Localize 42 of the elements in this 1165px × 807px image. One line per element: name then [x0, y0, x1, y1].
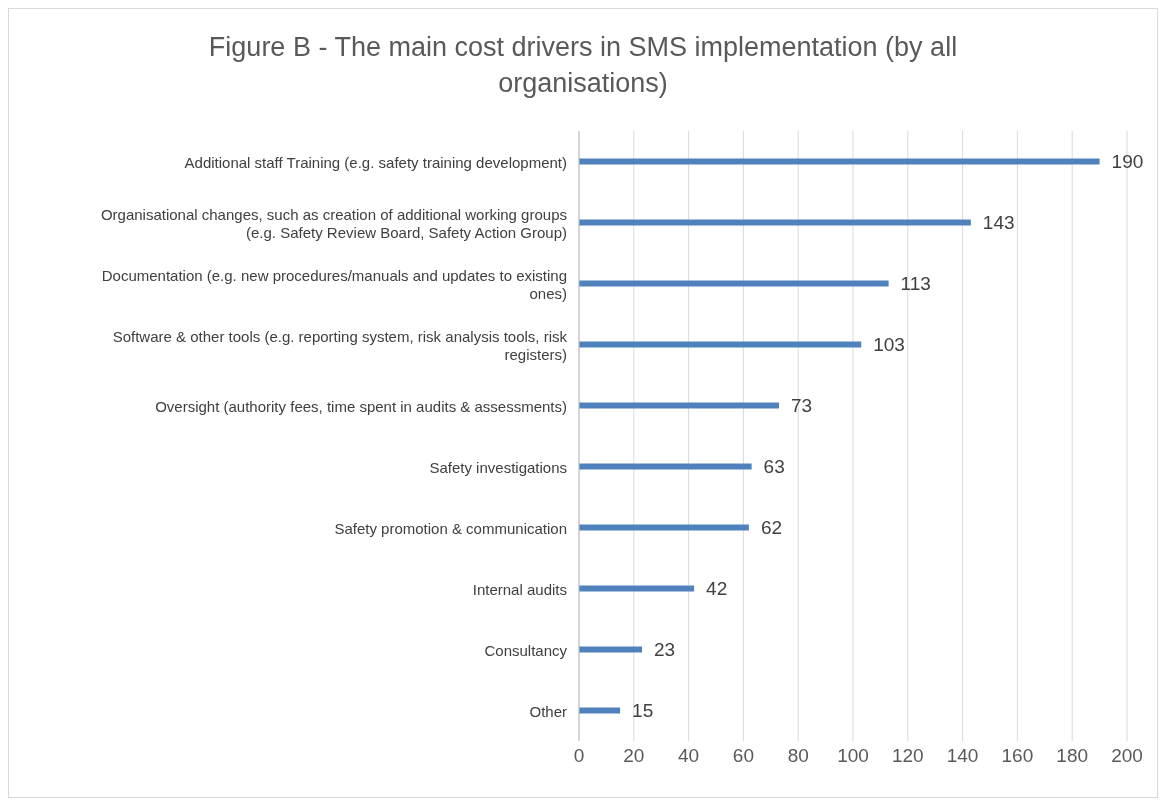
y-tick-label: Oversight (authority fees, time spent in audits & assessments)	[155, 397, 567, 414]
y-tick-label: Additional staff Training (e.g. safety training development)	[184, 153, 567, 170]
data-label: 143	[982, 212, 1015, 234]
y-tick-label: Safety promotion & communication	[334, 519, 567, 536]
y-tick-label: Internal audits	[472, 580, 567, 597]
y-tick-label: Consultancy	[484, 641, 568, 658]
bar	[579, 402, 780, 409]
data-label: 190	[1111, 151, 1144, 173]
data-label: 73	[791, 395, 813, 417]
x-tick-label: 40	[678, 745, 700, 767]
y-tick-label: Software & other tools (e.g. reporting system, risk analysis tools, risk registers)	[112, 327, 568, 362]
data-label: 113	[900, 273, 931, 295]
x-tick-label: 120	[891, 745, 924, 767]
x-tick-label: 180	[1056, 745, 1089, 767]
bar	[579, 646, 643, 653]
bar	[579, 158, 1100, 165]
data-label: 15	[632, 700, 654, 722]
data-label: 23	[654, 639, 676, 661]
x-tick-label: 100	[837, 745, 869, 767]
x-tick-label: 160	[1001, 745, 1034, 767]
x-tick-label: 60	[732, 745, 754, 767]
bar	[579, 341, 862, 348]
bar	[579, 280, 889, 287]
data-label: 63	[763, 456, 785, 478]
bar	[579, 219, 971, 226]
bar	[579, 707, 621, 714]
data-label: 62	[760, 517, 783, 539]
chart-title: Figure B - The main cost drivers in SMS implementation (by all organisations)	[207, 31, 959, 100]
bar	[579, 585, 695, 592]
y-tick-label: Other	[529, 702, 567, 719]
y-tick-label: Safety investigations	[429, 458, 567, 475]
bar	[579, 524, 749, 531]
data-label: 103	[873, 334, 905, 356]
x-tick-label: 200	[1111, 745, 1143, 767]
x-tick-label: 20	[623, 745, 645, 767]
y-tick-label: Organisational changes, such as creation of additional working groups (e.g. Safety Review Board, Safety Action Group)	[100, 205, 567, 240]
x-tick-label: 80	[787, 745, 809, 767]
x-tick-label: 140	[946, 745, 979, 767]
data-label: 42	[706, 578, 728, 600]
x-tick-label: 0	[573, 745, 585, 767]
bar	[579, 463, 752, 470]
y-tick-label: Documentation (e.g. new procedures/manuals and updates to existing ones)	[101, 266, 567, 301]
